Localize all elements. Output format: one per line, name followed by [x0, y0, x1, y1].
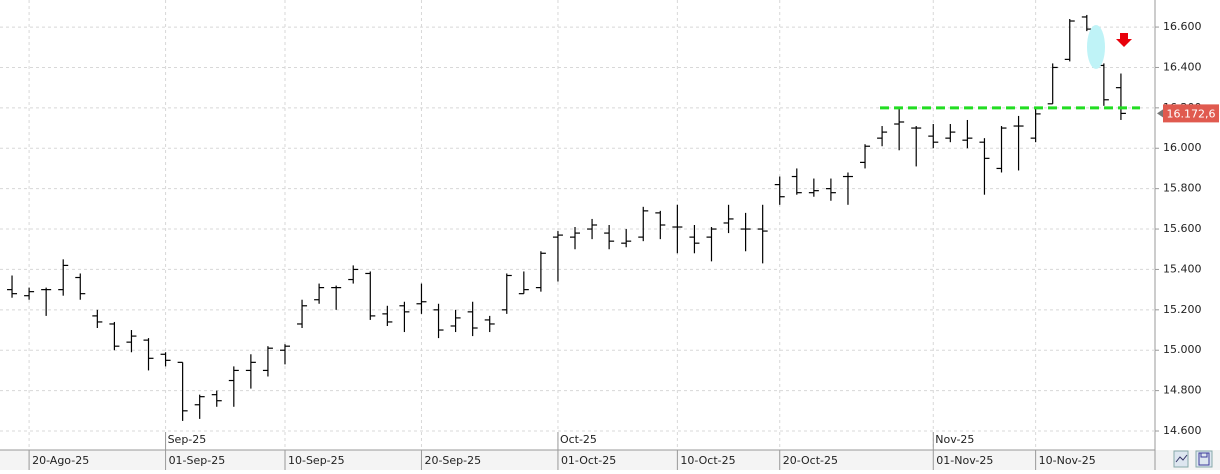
y-tick-label: 15.400: [1163, 262, 1202, 275]
month-label: Oct-25: [560, 433, 597, 446]
y-tick-label: 15.600: [1163, 222, 1202, 235]
x-tick-label: 20-Ago-25: [32, 454, 89, 467]
highlight-ellipse: [1087, 25, 1105, 69]
y-tick-label: 15.800: [1163, 182, 1202, 195]
month-label: Sep-25: [168, 433, 207, 446]
last-price-pointer: [1157, 109, 1163, 118]
last-price-box: [1163, 104, 1219, 123]
y-tick-label: 14.800: [1163, 384, 1202, 397]
month-label: Nov-25: [935, 433, 974, 446]
last-price-label: 16.172,6: [1167, 107, 1216, 120]
plot-area: [0, 0, 1155, 450]
down-arrow: [1116, 33, 1132, 47]
y-tick-label: 15.200: [1163, 303, 1202, 316]
x-tick-label: 01-Sep-25: [169, 454, 226, 467]
y-tick-label: 16.400: [1163, 60, 1202, 73]
x-tick-label: 01-Oct-25: [561, 454, 616, 467]
x-tick-label: 01-Nov-25: [936, 454, 993, 467]
y-tick-label: 14.600: [1163, 424, 1202, 437]
x-tick-label: 20-Oct-25: [783, 454, 838, 467]
x-tick-label: 10-Sep-25: [288, 454, 345, 467]
x-tick-label: 20-Sep-25: [424, 454, 481, 467]
x-axis-band: [0, 450, 1220, 470]
x-tick-label: 10-Oct-25: [680, 454, 735, 467]
save-glyph: [1198, 452, 1210, 466]
icon-glyph: [1175, 454, 1188, 463]
y-tick-label: 16.600: [1163, 20, 1202, 33]
y-tick-label: 16.000: [1163, 141, 1202, 154]
icon-button[interactable]: [1173, 450, 1189, 468]
save-button[interactable]: [1195, 450, 1213, 468]
x-tick-label: 10-Nov-25: [1039, 454, 1096, 467]
y-tick-label: 15.000: [1163, 343, 1202, 356]
